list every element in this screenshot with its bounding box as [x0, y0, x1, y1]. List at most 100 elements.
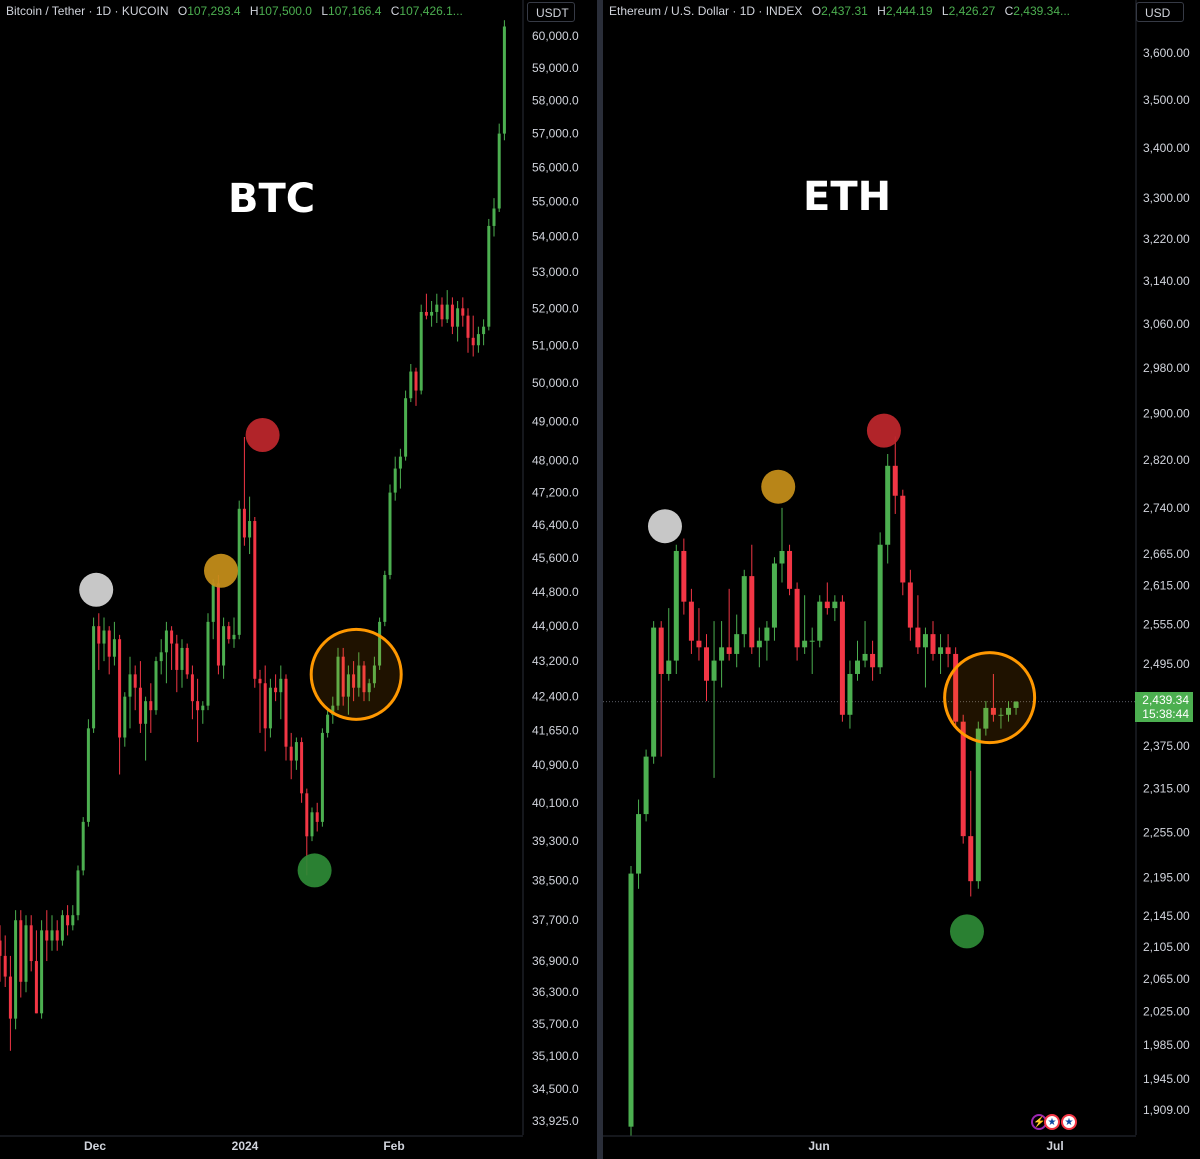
candle-body: [372, 665, 376, 684]
candle-body: [66, 915, 70, 926]
candle: [445, 290, 449, 323]
candle: [71, 905, 75, 931]
btc-low-label: L: [321, 4, 329, 18]
candle-body: [232, 634, 236, 640]
us-flag-icon-2[interactable]: ★: [1061, 1114, 1077, 1130]
candle: [651, 621, 657, 764]
candle: [112, 621, 116, 666]
candle: [34, 930, 38, 1014]
candle-body: [19, 920, 23, 982]
candle-body: [331, 705, 335, 715]
x-tick-label: Jul: [1046, 1139, 1063, 1153]
y-tick-label: 41,650.0: [532, 724, 579, 738]
candle-body: [809, 640, 815, 642]
candle: [315, 802, 319, 832]
candle-body: [346, 674, 350, 697]
y-tick-label: 42,400.0: [532, 690, 579, 704]
candle: [29, 915, 33, 972]
candle: [756, 627, 762, 668]
eth-currency-unit-button[interactable]: USD: [1136, 2, 1184, 22]
candle-body: [794, 588, 800, 648]
btc-candlestick-chart[interactable]: 60,000.0 59,000.0 58,000.0 57,000.0 56,000.0…: [0, 0, 597, 1159]
btc-symbol: Bitcoin / Tether · 1D · KUCOIN: [6, 4, 169, 18]
candle: [222, 617, 226, 679]
candle: [196, 678, 200, 743]
eth-close-label: C: [1004, 4, 1014, 18]
candle: [50, 915, 54, 951]
y-tick-label: 3,220.00: [1143, 232, 1190, 246]
candle: [268, 678, 272, 738]
x-tick-label: Jun: [808, 1139, 829, 1153]
candle: [102, 617, 106, 662]
candle-body: [378, 621, 382, 666]
candle-body: [643, 756, 649, 815]
candle: [372, 656, 376, 688]
y-tick-label: 49,000.0: [532, 414, 579, 428]
candle-body: [492, 208, 496, 226]
y-tick-label: 1,945.00: [1143, 1072, 1190, 1086]
candle-body: [487, 225, 491, 327]
candle: [164, 621, 168, 684]
eth-chart-panel[interactable]: 3,600.00 3,500.00 3,400.00 3,300.00 3,220.00…: [603, 0, 1200, 1159]
candle: [681, 538, 687, 615]
candle: [55, 920, 59, 951]
candle-body: [482, 326, 486, 335]
candle: [892, 436, 898, 514]
candle-body: [357, 665, 361, 688]
us-flag-icon[interactable]: ★: [1044, 1114, 1060, 1130]
candle-body: [915, 627, 921, 648]
candle-body: [824, 601, 830, 609]
y-tick-label: 59,000.0: [532, 61, 579, 75]
candle: [346, 665, 350, 715]
candle-body: [201, 705, 205, 711]
candle: [378, 617, 382, 670]
candle-body: [404, 398, 408, 457]
y-tick-label: 2,615.00: [1143, 579, 1190, 593]
candle-body: [50, 930, 54, 941]
candle: [711, 621, 717, 778]
candle: [998, 707, 1004, 729]
candle: [294, 737, 298, 770]
candle-body: [326, 714, 330, 733]
candle: [930, 621, 936, 661]
candle: [885, 453, 891, 564]
candle: [66, 905, 70, 936]
candle-body: [741, 576, 747, 635]
candle-body: [279, 678, 283, 693]
y-tick-label: 55,000.0: [532, 195, 579, 209]
candle: [430, 300, 434, 327]
candle-body: [0, 940, 2, 956]
btc-chart-panel[interactable]: 60,000.0 59,000.0 58,000.0 57,000.0 56,000.0…: [0, 0, 597, 1159]
candle-body: [398, 456, 402, 469]
candle-body: [81, 821, 85, 871]
y-tick-label: 1,985.00: [1143, 1038, 1190, 1052]
candle: [86, 719, 90, 827]
y-tick-label: 34,500.0: [532, 1082, 579, 1096]
candle: [242, 436, 246, 546]
candle: [232, 617, 236, 648]
candle: [771, 557, 777, 641]
candle: [357, 652, 361, 697]
candle-body: [170, 630, 174, 644]
candle: [915, 595, 921, 654]
candle-body: [983, 707, 989, 729]
candle: [673, 544, 679, 674]
candle: [492, 198, 496, 237]
candle: [107, 626, 111, 675]
marker-circle: [245, 418, 280, 453]
candle-body: [60, 915, 64, 941]
marker-circle: [761, 469, 796, 504]
eth-candlestick-chart[interactable]: 3,600.00 3,500.00 3,400.00 3,300.00 3,220.00…: [603, 0, 1200, 1159]
candle-body: [497, 133, 501, 209]
candle-body: [263, 683, 267, 729]
candle-body: [802, 640, 808, 648]
y-tick-label: 3,600.00: [1143, 46, 1190, 60]
candle: [211, 579, 215, 640]
panel-divider[interactable]: [597, 0, 603, 1159]
candle-body: [1013, 701, 1019, 708]
btc-currency-unit-button[interactable]: USDT: [527, 2, 575, 22]
candle: [907, 569, 913, 641]
candle-body: [749, 576, 755, 648]
candle: [938, 634, 944, 674]
candle-body: [445, 304, 449, 320]
